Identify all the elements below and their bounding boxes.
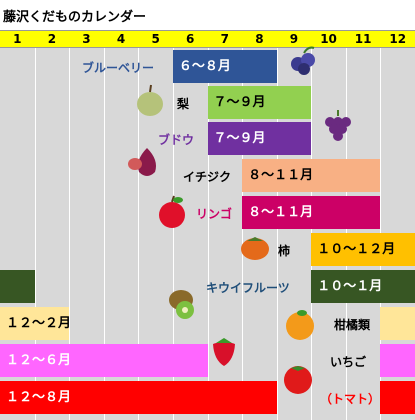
grape-icon [325, 110, 351, 141]
month-label-8: 8 [255, 32, 264, 46]
season-bar [0, 307, 70, 340]
season-label: ７～９月 [213, 95, 266, 110]
pear-icon [137, 84, 163, 116]
season-bar [172, 50, 277, 83]
season-label: ６～８月 [178, 59, 231, 74]
fruit-label: 柑橘類 [334, 318, 371, 332]
season-label: １２～６月 [6, 353, 72, 368]
fruit-label: （トマト） [320, 392, 381, 406]
season-bar [207, 86, 312, 119]
month-label-4: 4 [116, 32, 126, 46]
season-bar [207, 122, 312, 155]
kiwi-icon [169, 290, 194, 319]
season-label: １２～８月 [6, 390, 72, 405]
persimmon-icon [241, 237, 269, 260]
fruit-label: 柿 [278, 244, 291, 258]
apple-icon [159, 195, 185, 228]
month-label-1: 1 [13, 32, 22, 46]
month-label-6: 6 [186, 32, 195, 46]
month-label-5: 5 [151, 32, 160, 46]
season-bar [311, 270, 415, 303]
strawberry-icon [213, 338, 235, 366]
blueberry-icon [291, 46, 315, 75]
month-label-11: 11 [354, 32, 372, 46]
grid-line [103, 48, 105, 420]
month-label-9: 9 [289, 32, 299, 46]
chart-title: 藤沢くだものカレンダー [3, 10, 147, 25]
fruit-label: ブドウ [158, 133, 195, 147]
month-label-2: 2 [47, 32, 57, 46]
citrus-icon [286, 310, 314, 340]
grid-line [34, 48, 36, 420]
fruit-label: ブルーベリー [82, 61, 155, 75]
season-bar [0, 344, 208, 377]
grid-line [172, 48, 174, 420]
fruit-label: 梨 [177, 97, 190, 111]
fig-icon [128, 148, 156, 176]
grid-line [276, 48, 278, 420]
season-label: １０～１２月 [317, 242, 396, 257]
season-bar [380, 381, 415, 414]
fruit-label: いちご [330, 355, 367, 369]
season-bar [242, 159, 381, 192]
month-label-7: 7 [220, 32, 229, 46]
season-bar [0, 270, 35, 303]
fruit-label: リンゴ [196, 207, 233, 221]
season-bar [380, 307, 415, 340]
tomato-icon [284, 366, 312, 394]
season-label: ８～１１月 [248, 168, 314, 183]
season-label: １０～１月 [317, 279, 383, 294]
month-label-10: 10 [320, 32, 337, 46]
season-label: ８～１１月 [248, 205, 314, 220]
fruit-label: イチジク [183, 170, 232, 184]
month-label-12: 12 [389, 32, 407, 46]
season-label: １２～２月 [6, 316, 72, 331]
grid-line [207, 48, 209, 420]
month-label-3: 3 [82, 32, 91, 46]
month-header: 1 2 3 4 5 6 7 8 9 10 11 12 [0, 30, 415, 48]
grid-line [242, 48, 244, 420]
grid-line [69, 48, 71, 420]
season-bar [380, 344, 415, 377]
grid-line [138, 48, 140, 420]
fruit-label: キウイフルーツ [206, 281, 290, 295]
season-bar [0, 381, 277, 414]
season-bar [311, 233, 415, 266]
season-label: ７～９月 [213, 131, 266, 146]
plot-area: ６～８月 ブルーベリー ７～９月梨 ７～９月 ブドウ ８～１１月 イチジク ８～１１月 リンゴ １… [0, 46, 415, 420]
season-bar [242, 196, 381, 229]
